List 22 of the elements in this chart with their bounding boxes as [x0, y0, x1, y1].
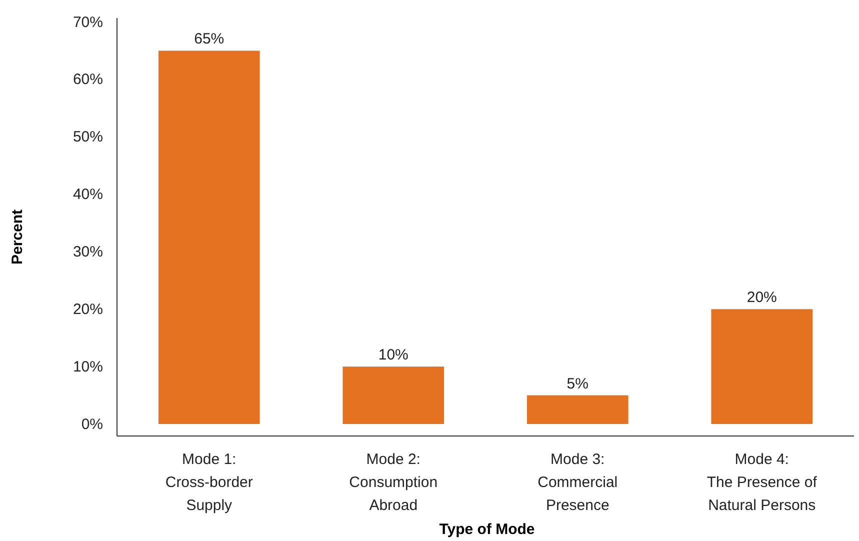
y-tick-label: 20% — [72, 300, 103, 318]
bar — [711, 309, 813, 424]
y-tick-label: 50% — [72, 128, 103, 146]
data-label: 10% — [378, 346, 408, 364]
data-label: 20% — [746, 289, 777, 306]
x-tick-label: Mode 1: Cross-border Supply — [165, 451, 253, 514]
x-tick-label: Mode 2: Consumption Abroad — [349, 451, 438, 514]
x-axis-title: Type of Mode — [439, 521, 535, 538]
y-tick-label: 0% — [81, 416, 103, 433]
y-tick-label: 60% — [72, 71, 103, 88]
y-tick-label: 70% — [72, 14, 103, 31]
y-tick-label: 30% — [72, 244, 103, 261]
y-tick-label: 10% — [72, 358, 103, 376]
data-label: 5% — [566, 375, 588, 392]
y-axis-title: Percent — [9, 209, 26, 265]
bar — [158, 50, 260, 424]
data-label: 65% — [194, 30, 224, 48]
bar — [342, 366, 444, 424]
x-tick-label: Mode 3: Commercial Presence — [538, 451, 618, 514]
y-tick-label: 40% — [72, 186, 103, 204]
bar — [526, 395, 628, 424]
x-tick-label: Mode 4: The Presence of Natural Persons — [706, 451, 818, 514]
